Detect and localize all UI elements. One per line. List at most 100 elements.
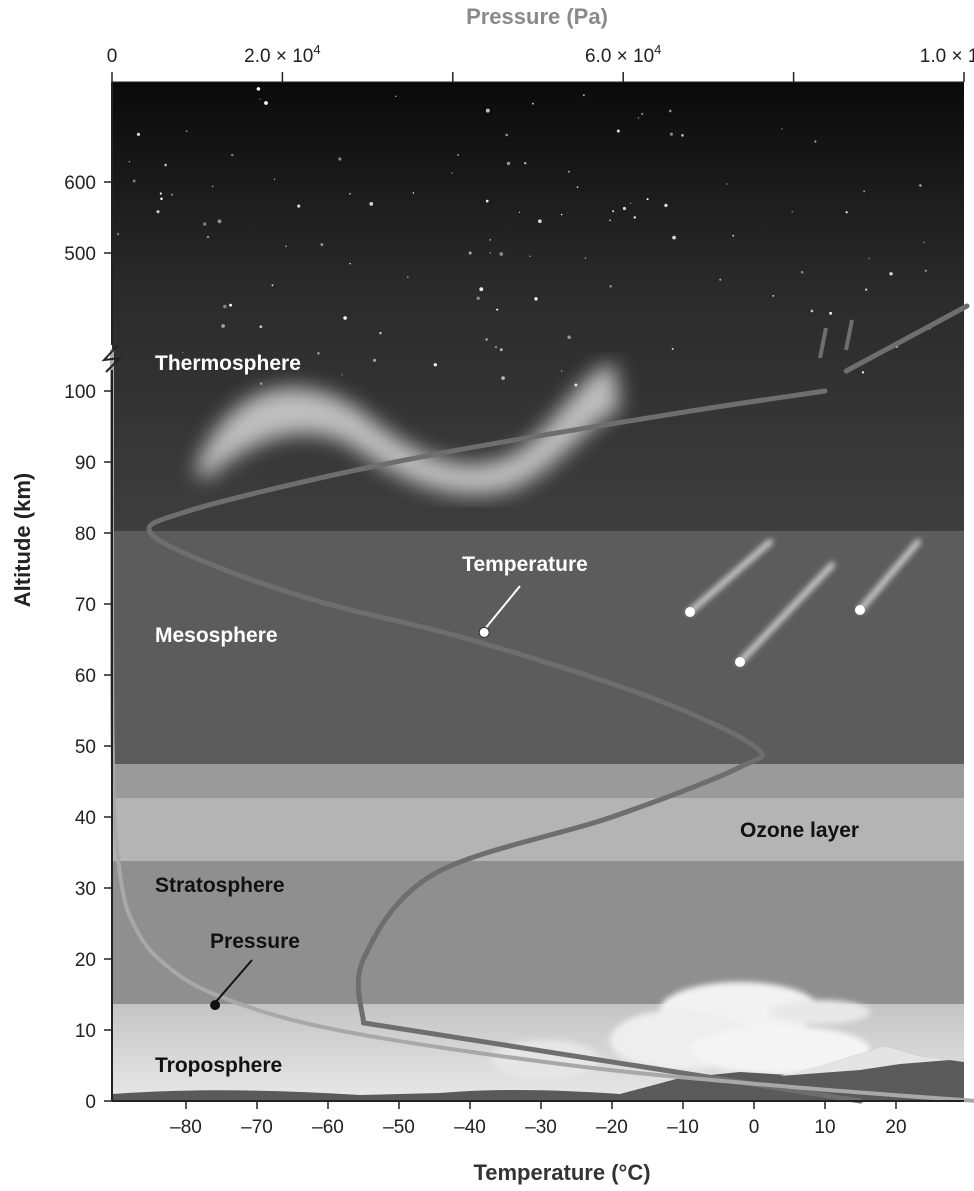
y-tick-label: 90 [75, 453, 96, 474]
star [433, 363, 437, 367]
x-tick-label: 0 [749, 1117, 760, 1138]
star [221, 324, 225, 328]
ozone-layer-label: Ozone layer [740, 819, 859, 842]
star [924, 269, 927, 272]
star [861, 371, 865, 374]
star [829, 311, 833, 315]
pressure-annotation: Pressure [210, 930, 300, 1011]
pressure-tick-label: 6.0 × 104 [585, 42, 661, 67]
star [349, 262, 351, 265]
star [669, 132, 673, 136]
star [726, 183, 728, 185]
star [159, 192, 162, 195]
y-tick-label: 100 [64, 382, 96, 403]
star [468, 251, 472, 255]
x-axis-title: Temperature (°C) [473, 1160, 650, 1185]
star [501, 376, 505, 380]
star [485, 108, 490, 113]
stratosphere-label: Stratosphere [155, 874, 285, 897]
star [582, 94, 585, 97]
star [524, 162, 527, 165]
star [810, 309, 814, 313]
star [164, 163, 167, 167]
star [612, 210, 615, 213]
star [379, 331, 382, 335]
star [343, 316, 347, 320]
star [229, 303, 232, 307]
star [646, 198, 649, 201]
y-tick-label: 0 [85, 1092, 96, 1113]
star [622, 206, 627, 211]
star [772, 295, 775, 297]
star [451, 172, 453, 174]
star [297, 204, 301, 208]
star [576, 186, 579, 188]
star [320, 243, 324, 246]
star [273, 178, 276, 180]
x-tick-label: 10 [814, 1117, 835, 1138]
star [668, 109, 672, 113]
y-tick-label: 20 [75, 950, 96, 971]
star [560, 213, 563, 216]
temperature-gap-marks [818, 319, 854, 359]
star [489, 239, 492, 241]
star [800, 270, 804, 274]
star [505, 133, 508, 137]
thermosphere-label: Thermosphere [155, 352, 301, 375]
ozone-band [112, 798, 964, 862]
star [317, 351, 320, 355]
pressure-tick-label: 2.0 × 104 [244, 42, 320, 67]
star [132, 179, 136, 183]
star [407, 276, 409, 278]
star [412, 192, 415, 194]
mesosphere-band [112, 531, 964, 765]
star [518, 211, 521, 214]
axes-frame [101, 81, 964, 1102]
pressure-label: Pressure [210, 930, 300, 953]
star [231, 153, 234, 157]
y-tick-label: 10 [75, 1021, 96, 1042]
star [681, 134, 684, 137]
y-tick-label: 60 [75, 666, 96, 687]
star [476, 296, 480, 300]
star [923, 241, 925, 243]
star [814, 140, 817, 143]
star [791, 210, 793, 213]
star [259, 325, 263, 329]
star [719, 278, 722, 281]
temperature-curve [146, 388, 863, 1104]
star [136, 132, 141, 136]
temperature-curve-continuation [843, 303, 970, 374]
star [456, 153, 460, 157]
star [616, 129, 620, 133]
lower-stratosphere-band [112, 861, 964, 1005]
star [211, 185, 214, 188]
temperature-label: Temperature [462, 553, 588, 576]
star [845, 211, 848, 214]
star [223, 304, 227, 309]
star [494, 345, 498, 349]
star [341, 374, 343, 376]
meteor-2 [735, 562, 835, 667]
star [395, 95, 397, 97]
star [485, 199, 489, 203]
x-tick-label: –10 [667, 1117, 699, 1138]
star [206, 235, 210, 239]
star [672, 235, 676, 240]
star [671, 347, 674, 350]
x-tick-label: 20 [885, 1117, 906, 1138]
x-tick-label: –50 [383, 1117, 415, 1138]
star [506, 161, 511, 166]
star [373, 358, 376, 362]
star [567, 335, 571, 339]
pressure-tick-label: 0 [107, 46, 118, 67]
star [499, 348, 503, 352]
x-tick-label: –20 [596, 1117, 628, 1138]
y-tick-label: 40 [75, 808, 96, 829]
ground [112, 1046, 964, 1101]
star [641, 112, 644, 116]
troposphere-label: Troposphere [155, 1054, 282, 1077]
star [285, 245, 288, 248]
mesosphere-label: Mesosphere [155, 624, 278, 647]
x-tick-label: –30 [525, 1117, 557, 1138]
